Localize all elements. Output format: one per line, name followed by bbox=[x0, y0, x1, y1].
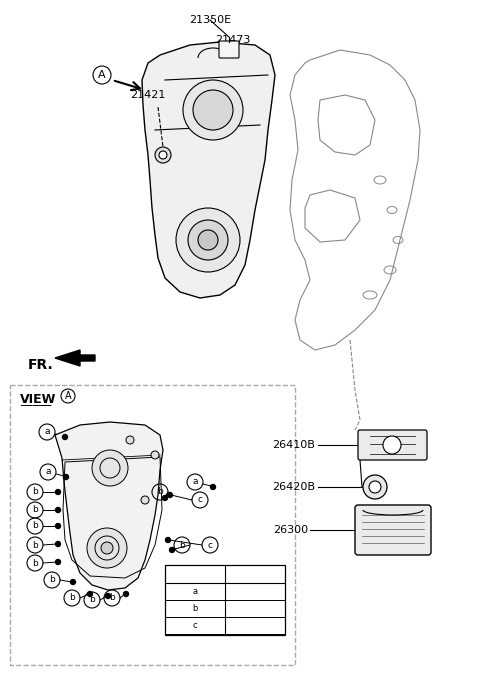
Text: 21473: 21473 bbox=[215, 35, 251, 45]
Text: c: c bbox=[192, 621, 197, 630]
Circle shape bbox=[123, 592, 129, 596]
Circle shape bbox=[87, 592, 93, 596]
Text: b: b bbox=[192, 604, 198, 613]
Text: a: a bbox=[192, 587, 198, 596]
Circle shape bbox=[56, 508, 60, 512]
Circle shape bbox=[188, 220, 228, 260]
Circle shape bbox=[369, 481, 381, 493]
Circle shape bbox=[71, 579, 75, 585]
Circle shape bbox=[198, 230, 218, 250]
Circle shape bbox=[211, 485, 216, 489]
Circle shape bbox=[87, 528, 127, 568]
FancyBboxPatch shape bbox=[355, 505, 431, 555]
Circle shape bbox=[56, 489, 60, 495]
Circle shape bbox=[63, 475, 69, 479]
Text: b: b bbox=[157, 487, 163, 496]
Circle shape bbox=[168, 493, 172, 498]
Text: b: b bbox=[32, 558, 38, 567]
Text: 11403C: 11403C bbox=[236, 621, 274, 631]
Text: b: b bbox=[32, 541, 38, 550]
Circle shape bbox=[169, 548, 175, 552]
Text: c: c bbox=[207, 541, 213, 550]
Circle shape bbox=[163, 496, 168, 500]
Circle shape bbox=[56, 560, 60, 564]
Text: a: a bbox=[44, 427, 50, 437]
Circle shape bbox=[56, 541, 60, 546]
FancyBboxPatch shape bbox=[219, 41, 239, 58]
Text: 21421: 21421 bbox=[130, 90, 166, 100]
Text: 26420B: 26420B bbox=[272, 482, 315, 492]
Text: c: c bbox=[197, 496, 203, 504]
Polygon shape bbox=[55, 350, 95, 366]
Text: _____: _____ bbox=[20, 393, 51, 406]
Text: b: b bbox=[32, 506, 38, 514]
Circle shape bbox=[383, 436, 401, 454]
Bar bbox=[165, 565, 285, 635]
Text: b: b bbox=[109, 594, 115, 602]
Circle shape bbox=[56, 523, 60, 529]
Text: FR.: FR. bbox=[28, 358, 54, 372]
Circle shape bbox=[155, 147, 171, 163]
Circle shape bbox=[166, 537, 170, 543]
Circle shape bbox=[141, 496, 149, 504]
Circle shape bbox=[159, 151, 167, 159]
Circle shape bbox=[151, 451, 159, 459]
Text: a: a bbox=[192, 477, 198, 487]
Circle shape bbox=[106, 594, 110, 598]
Text: 1140FF: 1140FF bbox=[237, 587, 273, 596]
Circle shape bbox=[183, 80, 243, 140]
Text: 21350E: 21350E bbox=[189, 15, 231, 25]
Text: 1140AF: 1140AF bbox=[237, 604, 274, 614]
FancyBboxPatch shape bbox=[358, 430, 427, 460]
Text: b: b bbox=[32, 487, 38, 496]
Circle shape bbox=[101, 542, 113, 554]
Text: b: b bbox=[89, 596, 95, 604]
Text: b: b bbox=[49, 575, 55, 585]
Polygon shape bbox=[55, 422, 163, 590]
Circle shape bbox=[193, 90, 233, 130]
Circle shape bbox=[363, 475, 387, 499]
Text: VIEW: VIEW bbox=[20, 393, 56, 406]
Text: 26410B: 26410B bbox=[272, 440, 315, 450]
Circle shape bbox=[92, 450, 128, 486]
Circle shape bbox=[176, 208, 240, 272]
Text: b: b bbox=[179, 541, 185, 550]
Text: SYMBOL: SYMBOL bbox=[174, 569, 216, 579]
Text: PNC: PNC bbox=[245, 569, 265, 579]
Circle shape bbox=[62, 435, 68, 439]
Text: b: b bbox=[69, 594, 75, 602]
Text: b: b bbox=[32, 521, 38, 531]
Text: 26300: 26300 bbox=[273, 525, 308, 535]
Text: a: a bbox=[45, 468, 51, 477]
Polygon shape bbox=[142, 42, 275, 298]
Circle shape bbox=[126, 436, 134, 444]
Text: A: A bbox=[65, 391, 72, 401]
Text: A: A bbox=[98, 70, 106, 80]
